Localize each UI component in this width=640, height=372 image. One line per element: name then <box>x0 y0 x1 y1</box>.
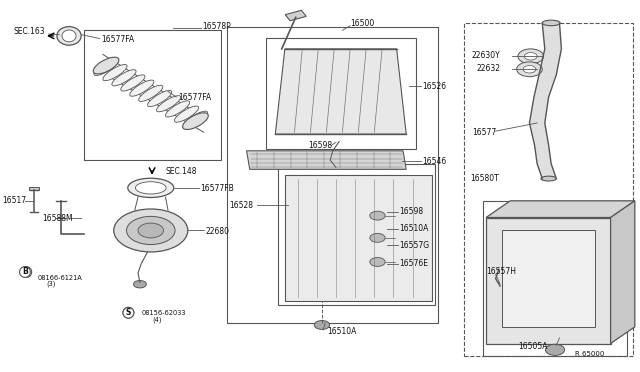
Bar <box>464 23 633 356</box>
Polygon shape <box>537 164 556 179</box>
Text: (4): (4) <box>153 316 162 323</box>
Ellipse shape <box>139 85 163 102</box>
Polygon shape <box>486 201 635 218</box>
Ellipse shape <box>93 57 119 74</box>
Text: 16577FA: 16577FA <box>101 35 134 44</box>
Text: S: S <box>125 308 131 317</box>
Text: 16528: 16528 <box>229 201 253 210</box>
Polygon shape <box>611 201 635 343</box>
Bar <box>486 218 611 343</box>
Polygon shape <box>534 145 551 164</box>
Polygon shape <box>285 10 307 21</box>
Text: R 65000: R 65000 <box>575 350 605 356</box>
Text: B: B <box>22 267 28 276</box>
Circle shape <box>370 211 385 220</box>
Text: 16577FA: 16577FA <box>178 93 211 102</box>
Ellipse shape <box>183 111 207 127</box>
Text: SEC.148: SEC.148 <box>166 167 197 176</box>
Text: 22632: 22632 <box>476 64 500 73</box>
Text: 16577FB: 16577FB <box>200 184 234 193</box>
Ellipse shape <box>541 176 556 181</box>
Text: S: S <box>125 308 131 317</box>
Circle shape <box>134 280 147 288</box>
Circle shape <box>516 62 542 77</box>
Circle shape <box>370 257 385 266</box>
Text: 16598: 16598 <box>308 141 333 151</box>
Text: 22630Y: 22630Y <box>472 51 500 60</box>
Text: 16580T: 16580T <box>470 174 499 183</box>
Text: 16576E: 16576E <box>399 259 428 268</box>
Ellipse shape <box>103 64 127 81</box>
Circle shape <box>138 223 164 238</box>
Bar <box>483 201 627 356</box>
Circle shape <box>114 209 188 252</box>
Ellipse shape <box>57 27 81 45</box>
Bar <box>84 31 221 160</box>
Circle shape <box>545 344 564 355</box>
Bar <box>502 231 595 327</box>
Ellipse shape <box>94 59 118 76</box>
Circle shape <box>518 49 543 64</box>
Polygon shape <box>542 23 561 49</box>
Polygon shape <box>534 75 556 97</box>
Text: B: B <box>24 267 29 276</box>
Polygon shape <box>275 49 406 134</box>
Ellipse shape <box>128 178 173 198</box>
Ellipse shape <box>112 70 136 86</box>
Text: 16578P: 16578P <box>202 22 230 31</box>
Bar <box>29 187 39 190</box>
Ellipse shape <box>148 90 172 107</box>
Text: 08156-62033: 08156-62033 <box>141 310 186 316</box>
Polygon shape <box>529 123 548 145</box>
Circle shape <box>370 234 385 242</box>
Text: 16510A: 16510A <box>399 224 429 233</box>
Text: 16505A: 16505A <box>518 341 547 350</box>
Ellipse shape <box>136 182 166 194</box>
Ellipse shape <box>182 113 208 129</box>
Circle shape <box>127 217 175 244</box>
Ellipse shape <box>130 80 154 96</box>
Text: (3): (3) <box>47 281 56 288</box>
Text: 16500: 16500 <box>351 19 375 28</box>
Bar <box>266 38 416 149</box>
Text: 16517: 16517 <box>3 196 27 205</box>
Text: 16510A: 16510A <box>328 327 357 336</box>
Ellipse shape <box>166 101 189 117</box>
Bar <box>285 175 432 301</box>
Ellipse shape <box>62 30 76 42</box>
Text: 22680: 22680 <box>205 227 229 236</box>
Text: 16588M: 16588M <box>42 214 73 223</box>
Circle shape <box>524 52 537 60</box>
Text: 16577: 16577 <box>472 128 496 137</box>
Circle shape <box>523 65 536 73</box>
Text: SEC.163: SEC.163 <box>13 27 45 36</box>
Polygon shape <box>529 97 548 123</box>
Polygon shape <box>246 151 406 169</box>
Text: 16526: 16526 <box>422 82 446 91</box>
Bar <box>227 27 438 323</box>
Ellipse shape <box>542 20 560 26</box>
Circle shape <box>314 321 330 330</box>
Text: 16546: 16546 <box>422 157 447 166</box>
Text: 16557G: 16557G <box>399 241 429 250</box>
Ellipse shape <box>121 75 145 91</box>
Ellipse shape <box>157 96 180 112</box>
Ellipse shape <box>175 106 198 122</box>
Text: 16598: 16598 <box>399 208 423 217</box>
Bar <box>278 164 435 305</box>
Polygon shape <box>539 49 561 75</box>
Text: 16557H: 16557H <box>486 267 516 276</box>
Text: 08166-6121A: 08166-6121A <box>38 275 83 281</box>
